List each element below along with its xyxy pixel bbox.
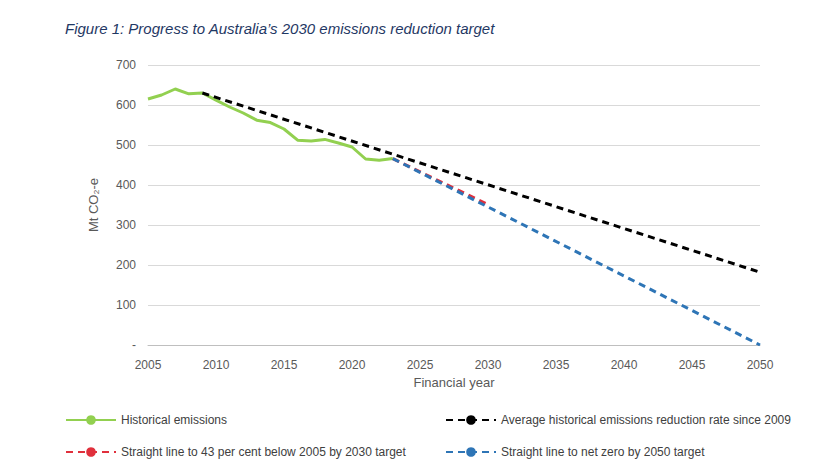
svg-text:200: 200 [116, 258, 136, 272]
svg-text:Straight line to net zero by 2: Straight line to net zero by 2050 target [501, 445, 705, 459]
svg-text:2005: 2005 [135, 358, 162, 372]
svg-text:600: 600 [116, 98, 136, 112]
svg-text:100: 100 [116, 298, 136, 312]
svg-text:700: 700 [116, 58, 136, 72]
svg-text:400: 400 [116, 178, 136, 192]
svg-text:Historical emissions: Historical emissions [121, 413, 227, 427]
svg-text:Average historical emissions r: Average historical emissions reduction r… [501, 413, 791, 427]
svg-text:2045: 2045 [679, 358, 706, 372]
svg-text:2040: 2040 [611, 358, 638, 372]
svg-text:2030: 2030 [475, 358, 502, 372]
svg-text:2010: 2010 [203, 358, 230, 372]
svg-text:Straight line to 43 per cent b: Straight line to 43 per cent below 2005 … [121, 445, 407, 459]
svg-text:2050: 2050 [747, 358, 774, 372]
svg-text:2020: 2020 [339, 358, 366, 372]
svg-text:500: 500 [116, 138, 136, 152]
svg-text:Financial year: Financial year [414, 375, 496, 390]
svg-text:2025: 2025 [407, 358, 434, 372]
svg-text:2035: 2035 [543, 358, 570, 372]
svg-text:Figure 1: Progress to Australi: Figure 1: Progress to Australia’s 2030 e… [65, 20, 495, 37]
svg-text:2015: 2015 [271, 358, 298, 372]
svg-text:Mt CO₂-e: Mt CO₂-e [86, 178, 101, 232]
svg-text:-: - [132, 338, 136, 352]
svg-text:300: 300 [116, 218, 136, 232]
